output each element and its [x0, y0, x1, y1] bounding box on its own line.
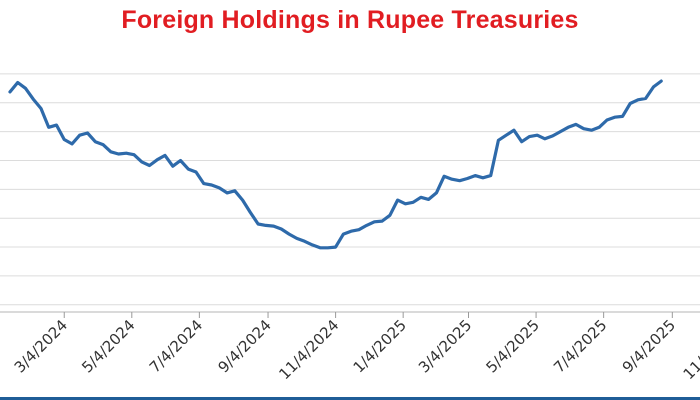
x-tick-label: 7/4/2024 — [146, 316, 206, 376]
x-tick-label: 11/4/2024 — [275, 316, 342, 383]
x-tick-label: 9/4/2025 — [619, 316, 679, 376]
x-tick-label: 11/4/2025 — [680, 316, 700, 383]
series-line-0 — [8, 79, 663, 250]
grid-lines — [0, 73, 700, 306]
x-tick-label: 9/4/2024 — [214, 316, 274, 376]
x-tick-label: 3/4/2024 — [11, 316, 71, 376]
x-tick-label: 5/4/2024 — [78, 316, 138, 376]
chart-title: Foreign Holdings in Rupee Treasuries — [121, 6, 579, 34]
x-tick-label: 7/4/2025 — [550, 316, 610, 376]
x-tick-label: 3/4/2025 — [415, 316, 475, 376]
series-layer — [8, 79, 663, 250]
x-tick-label: 5/4/2025 — [483, 316, 543, 376]
x-tick-label: 1/4/2025 — [350, 316, 410, 376]
x-axis: 3/4/2024 5/4/2024 7/4/2024 9/4/2024 11/4/202… — [0, 311, 700, 383]
